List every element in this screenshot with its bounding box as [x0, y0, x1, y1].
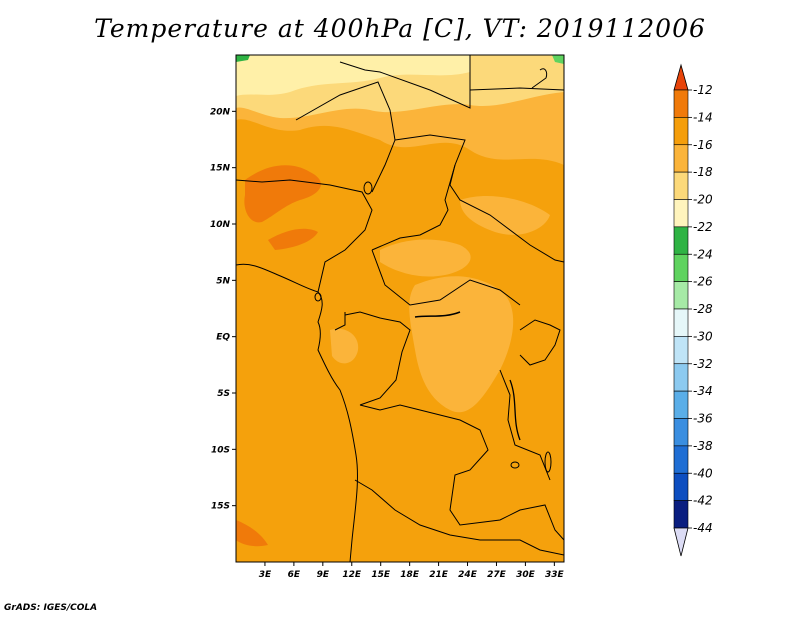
- longitude-axis: 3E 6E 9E 12E 15E 18E 21E 24E 27E 30E 33E: [259, 562, 565, 580]
- field-minus16-gabon: [330, 328, 359, 364]
- lon-tick-label: 15E: [371, 570, 391, 580]
- colorbar-swatch: [673, 281, 689, 310]
- colorbar-label: -14: [693, 110, 713, 124]
- lat-tick-label: 10S: [211, 445, 230, 455]
- colorbar-label: -24: [693, 247, 713, 261]
- colorbar-swatch: [673, 445, 689, 474]
- lat-tick-label: 10N: [210, 220, 231, 230]
- field-minus16-sudan: [460, 195, 550, 235]
- field-minus20: [236, 55, 470, 96]
- colorbar-swatch: [673, 308, 689, 337]
- lat-tick-label: 5N: [216, 276, 230, 286]
- colorbar-label: -28: [693, 302, 713, 316]
- lat-tick-label: 15S: [211, 502, 230, 512]
- colorbar-top-arrow: [673, 63, 689, 91]
- lon-tick-label: 27E: [487, 570, 507, 580]
- lon-tick-label: 9E: [317, 570, 330, 580]
- lon-tick-label: 3E: [259, 570, 272, 580]
- field-minus12-nigeria: [244, 165, 321, 223]
- colorbar-label: -32: [693, 357, 713, 371]
- map-frame: [235, 54, 565, 563]
- credit-label: GrADS: IGES/COLA: [4, 603, 98, 613]
- colorbar-label: -40: [693, 466, 713, 480]
- lon-tick-label: 12E: [342, 570, 362, 580]
- colorbar-swatch: [673, 117, 689, 146]
- colorbar-swatch: [673, 199, 689, 228]
- colorbar-label: -36: [693, 412, 713, 426]
- lon-tick-label: 18E: [400, 570, 420, 580]
- country-borders: [236, 55, 564, 562]
- colorbar: -12 -14 -16 -18 -20 -22 -24 -26 -28 -30 -32 -34 -36 -…: [673, 63, 713, 557]
- colorbar-swatch: [673, 253, 689, 282]
- colorbar-label: -26: [693, 275, 713, 289]
- colorbar-label: -12: [693, 83, 713, 97]
- colorbar-label: -34: [693, 384, 713, 398]
- colorbar-label: -44: [693, 521, 713, 535]
- lakes: [314, 181, 552, 473]
- colorbar-swatch: [673, 336, 689, 365]
- colorbar-swatch: [673, 472, 689, 501]
- lat-tick-label: EQ: [216, 333, 230, 343]
- lon-tick-label: 21E: [429, 570, 449, 580]
- colorbar-label: -42: [693, 494, 713, 508]
- latitude-axis: 20N 15N 10N 5N EQ 5S 10S 15S: [210, 107, 236, 512]
- colorbar-swatch: [673, 226, 689, 255]
- temperature-field: [236, 55, 564, 562]
- colorbar-swatch: [673, 390, 689, 419]
- colorbar-swatch: [673, 144, 689, 173]
- field-minus24-corner: [236, 55, 250, 62]
- colorbar-swatch: [673, 500, 689, 529]
- lat-tick-label: 15N: [210, 164, 231, 174]
- colorbar-swatch: [673, 171, 689, 200]
- colorbar-swatch: [673, 363, 689, 392]
- lon-tick-label: 24E: [458, 570, 478, 580]
- field-minus12-nigeria-south: [268, 228, 318, 250]
- colorbar-swatch: [673, 89, 689, 118]
- colorbar-bottom-arrow: [673, 527, 689, 557]
- chart-title: Temperature at 400hPa [C], VT: 201911200…: [94, 14, 706, 43]
- colorbar-label: -20: [693, 193, 713, 207]
- colorbar-label: -16: [693, 138, 713, 152]
- lon-tick-label: 6E: [288, 570, 301, 580]
- colorbar-label: -30: [693, 329, 713, 343]
- field-minus16-congo: [409, 276, 514, 413]
- field-minus16-ubangi: [380, 239, 471, 277]
- field-minus24-corner-east: [552, 55, 564, 64]
- field-minus12-southwest: [236, 520, 268, 547]
- lat-tick-label: 5S: [217, 389, 230, 399]
- lat-tick-label: 20N: [210, 107, 231, 117]
- colorbar-swatch: [673, 418, 689, 447]
- colorbar-label: -22: [693, 220, 713, 234]
- lon-tick-label: 33E: [545, 570, 565, 580]
- colorbar-label: -38: [693, 439, 713, 453]
- lon-tick-label: 30E: [516, 570, 536, 580]
- colorbar-label: -18: [693, 165, 713, 179]
